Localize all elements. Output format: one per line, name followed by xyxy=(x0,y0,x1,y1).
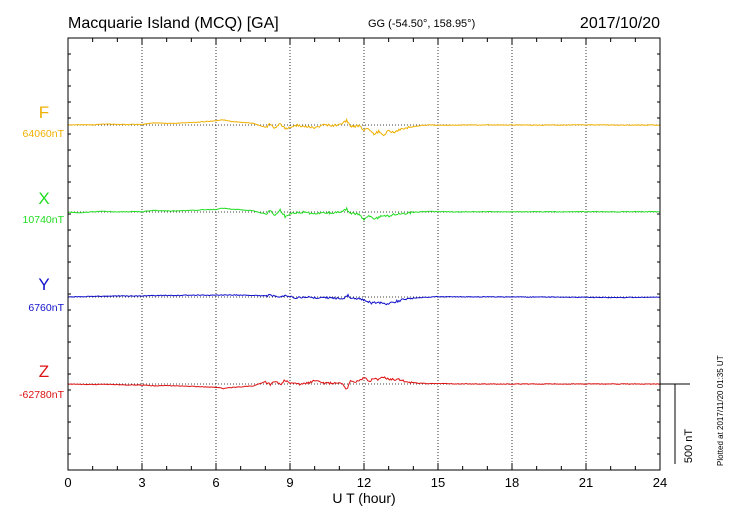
x-tick-labels: 0 3 6 9 12 15 18 21 24 xyxy=(64,475,667,490)
series-baseline-z: -62780nT xyxy=(19,389,65,401)
series-name-z: Z xyxy=(39,362,49,381)
x-tick-label: 21 xyxy=(579,475,593,490)
grid xyxy=(68,38,660,470)
series-name-f: F xyxy=(39,103,49,122)
traces xyxy=(67,117,661,390)
x-axis-label: U T (hour) xyxy=(332,490,395,506)
x-tick-label: 18 xyxy=(505,475,519,490)
trace-z xyxy=(67,376,661,390)
series-baseline-f: 64060nT xyxy=(23,128,65,140)
x-tick-label: 0 xyxy=(64,475,71,490)
series-baseline-x: 10740nT xyxy=(23,214,65,226)
series-labels: F 64060nT X 10740nT Y 6760nT Z -62780nT xyxy=(19,103,65,401)
trace-y xyxy=(67,293,661,306)
scale-bar: 500 nT xyxy=(660,383,695,464)
x-tick-label: 12 xyxy=(357,475,371,490)
x-tick-label: 24 xyxy=(653,475,667,490)
station-title: Macquarie Island (MCQ) [GA] xyxy=(68,15,279,32)
x-tick-label: 9 xyxy=(286,475,293,490)
x-ticks xyxy=(67,37,661,471)
series-name-x: X xyxy=(38,189,49,208)
trace-x xyxy=(67,206,661,222)
scale-bar-label: 500 nT xyxy=(683,429,695,464)
x-tick-label: 6 xyxy=(212,475,219,490)
chart-date: 2017/10/20 xyxy=(580,15,660,32)
series-name-y: Y xyxy=(38,275,49,294)
trace-f xyxy=(67,117,661,137)
station-coords: GG (-54.50°, 158.95°) xyxy=(368,18,475,30)
series-baseline-y: 6760nT xyxy=(28,302,64,314)
x-tick-label: 15 xyxy=(431,475,445,490)
x-tick-label: 3 xyxy=(138,475,145,490)
plotted-timestamp: Plotted at 2017/11/20 01:35 UT xyxy=(716,355,725,466)
